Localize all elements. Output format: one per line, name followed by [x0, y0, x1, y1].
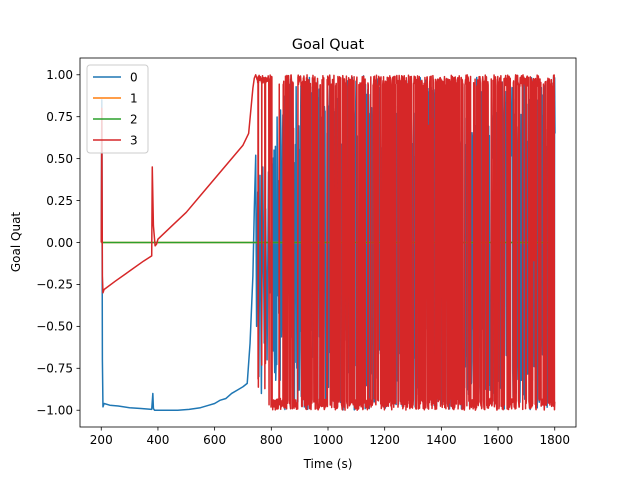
- x-tick-label: 1000: [313, 433, 344, 447]
- y-tick-label: 0.00: [46, 236, 73, 250]
- y-tick-label: 1.00: [46, 68, 73, 82]
- y-tick-label: −0.50: [36, 320, 73, 334]
- x-axis-label: Time (s): [303, 457, 353, 471]
- x-tick-label: 200: [90, 433, 113, 447]
- y-tick-label: −0.75: [36, 362, 73, 376]
- series-3-line: [100, 74, 556, 411]
- chart-title: Goal Quat: [292, 37, 365, 53]
- x-tick-label: 600: [203, 433, 226, 447]
- y-tick-label: −1.00: [36, 404, 73, 418]
- plot-area: [79, 57, 577, 428]
- legend-label: 0: [130, 70, 138, 84]
- y-tick-label: 0.75: [46, 110, 73, 124]
- y-tick-label: −0.25: [36, 278, 73, 292]
- legend-label: 2: [130, 112, 138, 126]
- x-tick-label: 1400: [426, 433, 457, 447]
- x-tick-label: 1800: [539, 433, 570, 447]
- x-tick-label: 400: [146, 433, 169, 447]
- x-tick-label: 1200: [369, 433, 400, 447]
- y-axis-label: Goal Quat: [9, 212, 23, 273]
- x-tick-label: 800: [260, 433, 283, 447]
- y-axis: −1.00 −0.75 −0.50 −0.25 0.00 0.25 0.50 0.75 1.00: [36, 68, 80, 418]
- legend-box: [86, 64, 149, 154]
- y-tick-label: 0.25: [46, 194, 73, 208]
- legend-label: 3: [130, 133, 138, 147]
- y-tick-label: 0.50: [46, 152, 73, 166]
- legend-label: 1: [130, 91, 138, 105]
- x-tick-label: 1600: [483, 433, 514, 447]
- legend: 0 1 2 3: [86, 64, 149, 154]
- x-axis: 200 400 600 800 1000 1200 1400 1600 1800: [90, 427, 570, 447]
- series-layer: [100, 74, 556, 411]
